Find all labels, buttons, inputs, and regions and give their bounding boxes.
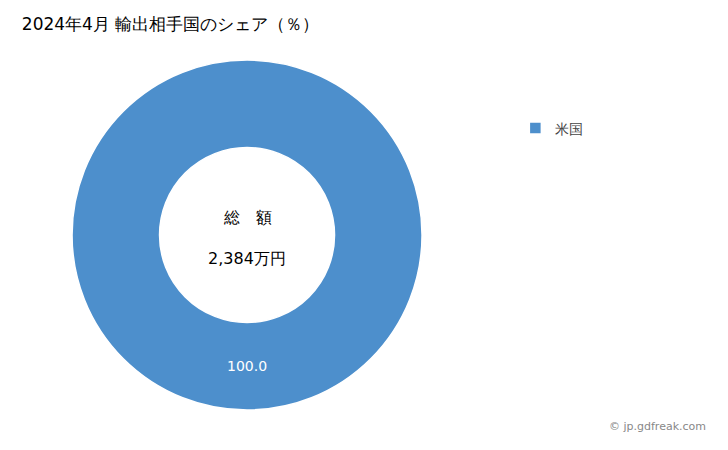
svg-text:2024年4月 輸出相手国のシェア（％）: 2024年4月 輸出相手国のシェア（％） (22, 14, 319, 34)
svg-text:総 額: 総 額 (223, 208, 272, 227)
svg-text:© jp.gdfreak.com: © jp.gdfreak.com (609, 420, 706, 433)
svg-text:2,384万円: 2,384万円 (208, 249, 286, 268)
svg-text:100.0: 100.0 (227, 358, 267, 374)
svg-text:米国: 米国 (555, 121, 583, 137)
